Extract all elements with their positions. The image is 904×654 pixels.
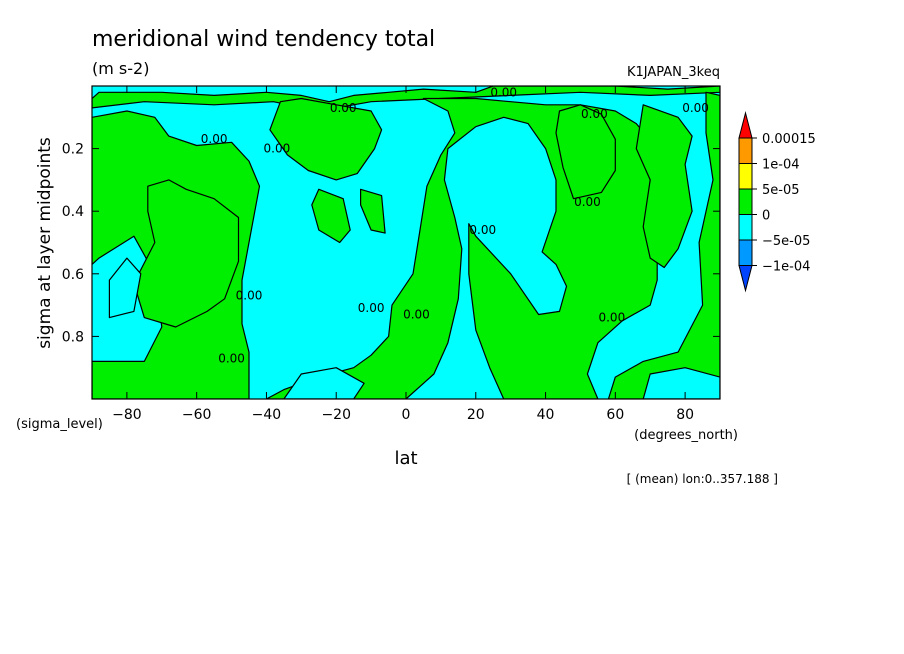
positive-region [133, 179, 240, 328]
contour-label: 0.00 [490, 85, 517, 99]
contour-label: 0.00 [218, 351, 245, 365]
contour-label: 0.00 [330, 101, 357, 115]
colorbar-swatch [738, 163, 753, 190]
dataset-label: K1JAPAN_3keq [627, 65, 720, 80]
y-tick-label: 0.8 [62, 329, 84, 345]
positive-region [360, 188, 386, 234]
footnote: [ (mean) lon:0..357.188 ] [627, 472, 778, 486]
x-tick-label: −60 [182, 407, 212, 423]
contour-labels: 0.00 0.00 0.00 0.00 0.00 0.00 0.00 0.00 0.00 0.00… [201, 85, 709, 365]
x-axis-label: lat [394, 448, 417, 469]
colorbar-label: 1e-04 [762, 158, 800, 173]
colorbar-label: 0 [762, 209, 770, 224]
x-tick-label: 60 [606, 407, 624, 423]
chart-title: meridional wind tendency total [92, 27, 435, 52]
negative-region [283, 367, 365, 399]
x-axis-units: (degrees_north) [634, 428, 738, 443]
contour-label: 0.00 [201, 132, 228, 146]
x-tick-label: 20 [467, 407, 485, 423]
colorbar-label: −5e-05 [762, 234, 810, 249]
y-axis-label: sigma at layer midpoints [35, 137, 55, 349]
y-axis-units: (sigma_level) [16, 417, 103, 432]
contour-label: 0.00 [358, 301, 385, 315]
x-tick-label: 0 [402, 407, 411, 423]
y-tick-label: 0.4 [62, 204, 84, 220]
colorbar-swatch [738, 214, 753, 241]
contour-label: 0.00 [598, 311, 625, 325]
colorbar-label: 5e-05 [762, 183, 800, 198]
contour-label: 0.00 [264, 142, 291, 156]
chart-units: (m s-2) [92, 59, 149, 78]
contour-label: 0.00 [574, 195, 601, 209]
colorbar-swatch [738, 265, 753, 293]
colorbar-swatch [738, 188, 753, 215]
plot-area [91, 85, 721, 400]
colorbar-swatch [738, 239, 753, 266]
y-axis: 0.2 0.4 0.6 0.8 [62, 142, 720, 345]
colorbar-swatch [738, 137, 753, 164]
contour-label: 0.00 [581, 107, 608, 121]
negative-region [642, 367, 720, 399]
positive-region [269, 97, 383, 181]
negative-region [108, 257, 142, 319]
x-tick-label: −20 [321, 407, 351, 423]
contour-label: 0.00 [236, 289, 263, 303]
x-tick-label: 80 [676, 407, 694, 423]
x-tick-label: −80 [112, 407, 142, 423]
colorbar-label: −1e-04 [762, 260, 810, 275]
x-tick-label: −40 [252, 407, 282, 423]
y-tick-label: 0.2 [62, 142, 84, 158]
contour-label: 0.00 [682, 101, 709, 115]
contour-label: 0.00 [403, 307, 430, 321]
positive-region [555, 104, 616, 200]
colorbar-legend: 0.00015 1e-04 5e-05 0 −5e-05 −1e-04 [738, 111, 816, 293]
x-axis: −80 −60 −40 −20 0 20 40 60 80 [112, 86, 694, 423]
contour-label: 0.00 [469, 223, 496, 237]
positive-region [635, 104, 693, 269]
y-tick-label: 0.6 [62, 267, 84, 283]
positive-region [607, 91, 720, 399]
positive-region [311, 188, 351, 244]
x-tick-label: 40 [537, 407, 555, 423]
colorbar-label: 0.00015 [762, 132, 816, 147]
